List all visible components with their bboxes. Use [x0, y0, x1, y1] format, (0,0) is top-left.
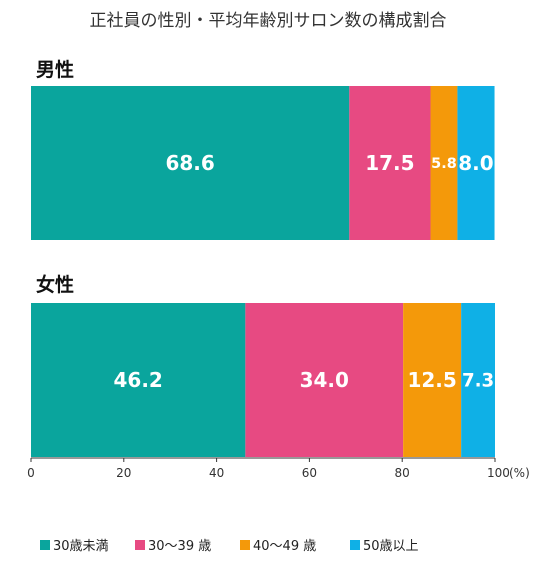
x-axis-unit: (%) — [509, 466, 530, 480]
bar-segment — [349, 86, 431, 240]
data-label: 68.6 — [165, 151, 214, 175]
x-tick-label: 60 — [302, 466, 317, 480]
category-label: 男性 — [36, 58, 74, 81]
bar-group-2: 女性 46.2 34.0 12.5 7.3 — [31, 273, 495, 457]
data-label: 7.3 — [462, 371, 494, 392]
legend-swatch — [350, 540, 360, 550]
legend-label: 30〜39 歳 — [148, 539, 211, 554]
bar-groups: 男性 68.6 17.5 5.8 8.0 女性 46.2 34.0 12.5 7.3 — [31, 58, 495, 457]
data-label: 46.2 — [114, 368, 163, 392]
bar-segment — [403, 303, 462, 457]
bar-segment — [245, 303, 404, 457]
legend-swatch — [135, 540, 145, 550]
data-label: 12.5 — [407, 368, 456, 392]
data-label: 5.8 — [431, 156, 457, 172]
x-tick-label: 0 — [27, 466, 35, 480]
x-tick-label: 100 — [487, 466, 510, 480]
legend-label: 30歳未満 — [53, 539, 109, 554]
legend-item: 50歳以上 — [350, 539, 419, 554]
data-label: 34.0 — [300, 368, 349, 392]
x-tick-label: 80 — [395, 466, 410, 480]
bar-segment — [461, 303, 495, 457]
data-label: 8.0 — [458, 151, 493, 175]
legend-item: 30〜39 歳 — [135, 539, 211, 554]
legend-label: 50歳以上 — [363, 539, 419, 554]
bar-group-1: 男性 68.6 17.5 5.8 8.0 — [31, 58, 495, 240]
x-axis-ticks: 0 20 40 60 80 100 (%) — [27, 458, 530, 480]
legend-item: 30歳未満 — [40, 539, 109, 554]
legend: 30歳未満 30〜39 歳 40〜49 歳 50歳以上 — [40, 539, 419, 554]
legend-label: 40〜49 歳 — [253, 539, 316, 554]
bar-segment — [430, 86, 458, 240]
bar-segment — [31, 303, 246, 457]
chart-title: 正社員の性別・平均年齢別サロン数の構成割合 — [90, 11, 447, 31]
legend-item: 40〜49 歳 — [240, 539, 316, 554]
bar-segment — [31, 86, 350, 240]
data-label: 17.5 — [365, 151, 414, 175]
x-tick-label: 20 — [116, 466, 131, 480]
bar-segment — [457, 86, 495, 240]
legend-swatch — [240, 540, 250, 550]
x-tick-label: 40 — [209, 466, 224, 480]
category-label: 女性 — [36, 273, 74, 296]
legend-swatch — [40, 540, 50, 550]
